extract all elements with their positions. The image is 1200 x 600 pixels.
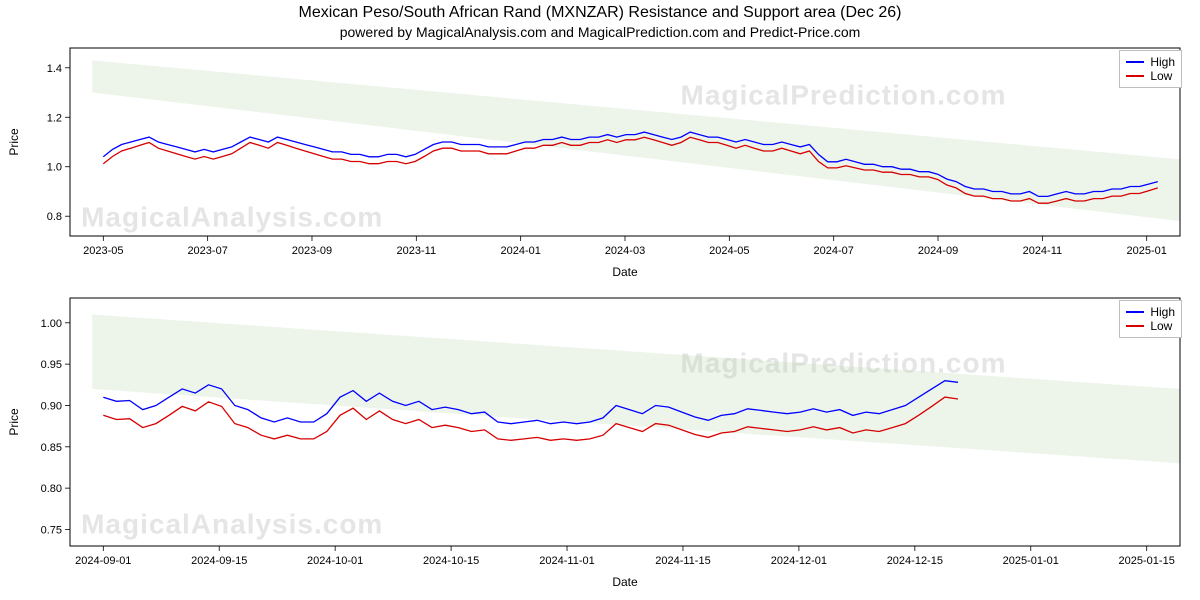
legend-high-label: High (1150, 55, 1175, 69)
legend-low-label: Low (1150, 69, 1172, 83)
legend-low-label: Low (1150, 319, 1172, 333)
svg-text:Price: Price (7, 408, 21, 436)
svg-text:MagicalPrediction.com: MagicalPrediction.com (681, 79, 1007, 110)
legend-high-swatch (1126, 61, 1144, 63)
svg-text:2025-01-01: 2025-01-01 (1003, 555, 1059, 567)
svg-text:2024-05: 2024-05 (709, 245, 749, 257)
svg-text:2024-03: 2024-03 (605, 245, 645, 257)
svg-text:0.95: 0.95 (41, 359, 62, 371)
svg-text:2024-12-01: 2024-12-01 (771, 555, 827, 567)
top-chart: MagicalAnalysis.com MagicalPrediction.com… (0, 42, 1200, 282)
svg-text:MagicalAnalysis.com: MagicalAnalysis.com (81, 202, 383, 233)
svg-text:2024-11-15: 2024-11-15 (655, 555, 710, 567)
svg-text:0.80: 0.80 (41, 483, 62, 495)
svg-text:2025-01: 2025-01 (1127, 245, 1167, 257)
legend-high-label: High (1150, 305, 1175, 319)
legend-high-swatch (1126, 311, 1144, 313)
svg-text:1.00: 1.00 (41, 318, 62, 330)
chart-subtitle: powered by MagicalAnalysis.com and Magic… (0, 22, 1200, 42)
svg-text:0.75: 0.75 (41, 524, 62, 536)
svg-text:2024-11-01: 2024-11-01 (539, 555, 594, 567)
svg-text:Price: Price (7, 128, 21, 156)
svg-text:MagicalAnalysis.com: MagicalAnalysis.com (81, 509, 383, 540)
svg-text:2023-11: 2023-11 (397, 245, 437, 257)
svg-text:1.0: 1.0 (47, 162, 62, 174)
svg-text:2024-01: 2024-01 (500, 245, 540, 257)
svg-text:2024-12-15: 2024-12-15 (887, 555, 943, 567)
svg-text:2023-05: 2023-05 (83, 245, 123, 257)
svg-text:0.90: 0.90 (41, 400, 62, 412)
svg-text:1.4: 1.4 (47, 63, 62, 75)
svg-text:2024-11: 2024-11 (1023, 245, 1063, 257)
svg-text:0.85: 0.85 (41, 442, 62, 454)
svg-text:2024-10-01: 2024-10-01 (307, 555, 363, 567)
bottom-chart: MagicalAnalysis.comMagicalPrediction.com… (0, 292, 1200, 592)
svg-text:1.2: 1.2 (47, 112, 62, 124)
legend-low-swatch (1126, 325, 1144, 327)
svg-text:2024-07: 2024-07 (813, 245, 853, 257)
svg-text:2025-01-15: 2025-01-15 (1119, 555, 1175, 567)
legend-low-swatch (1126, 75, 1144, 77)
chart-title: Mexican Peso/South African Rand (MXNZAR)… (0, 0, 1200, 22)
svg-text:2024-09-01: 2024-09-01 (75, 555, 131, 567)
svg-text:Date: Date (612, 575, 638, 589)
svg-text:2024-10-15: 2024-10-15 (423, 555, 479, 567)
svg-text:0.8: 0.8 (47, 211, 62, 223)
svg-text:Date: Date (612, 265, 638, 279)
svg-text:2023-09: 2023-09 (292, 245, 332, 257)
svg-text:2024-09-15: 2024-09-15 (191, 555, 247, 567)
svg-text:2023-07: 2023-07 (187, 245, 227, 257)
legend-top: High Low (1119, 50, 1182, 88)
legend-bottom: High Low (1119, 300, 1182, 338)
svg-text:2024-09: 2024-09 (918, 245, 958, 257)
